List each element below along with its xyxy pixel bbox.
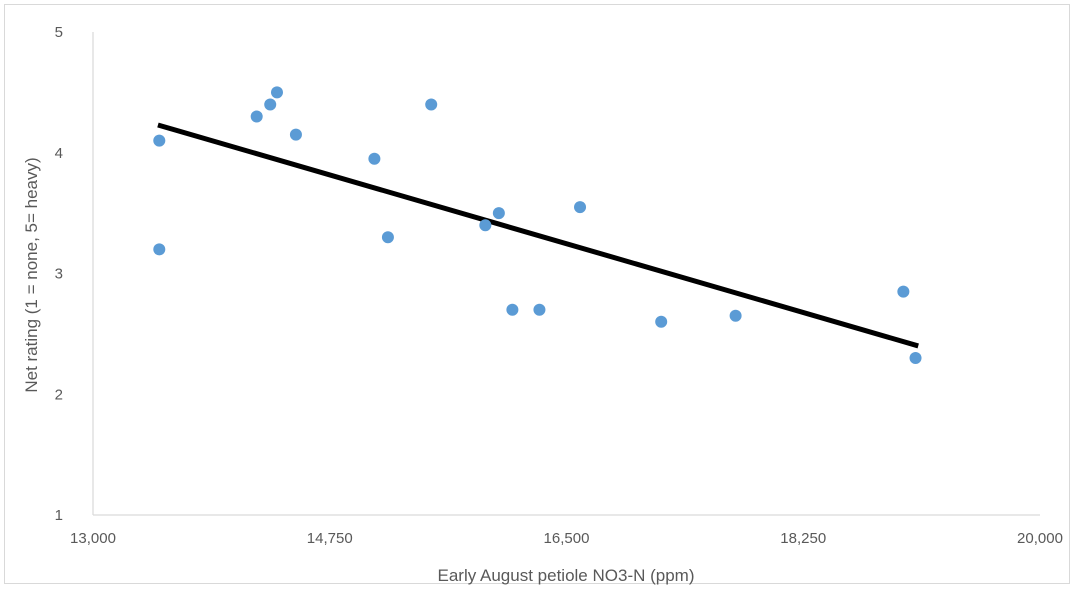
data-point xyxy=(264,98,277,111)
y-axis-title: Net rating (1 = none, 5= heavy) xyxy=(22,157,41,392)
linear-trendline xyxy=(157,122,919,349)
tick-labels-group: 13,000 14,750 16,500 18,250 20,000 1 2 3 4 5 xyxy=(55,24,1063,547)
chart-area xyxy=(4,4,1070,584)
trendline-group xyxy=(157,122,919,349)
data-point xyxy=(655,315,668,328)
data-point xyxy=(250,110,263,123)
data-point xyxy=(574,201,587,214)
data-point xyxy=(897,285,910,298)
data-point xyxy=(153,134,166,147)
x-tick-label: 13,000 xyxy=(70,530,116,547)
y-tick-label: 5 xyxy=(55,24,63,41)
data-point xyxy=(381,231,394,244)
data-point xyxy=(492,207,505,220)
x-tick-label: 16,500 xyxy=(544,530,590,547)
data-point xyxy=(533,303,546,316)
x-axis-title: Early August petiole NO3-N (ppm) xyxy=(438,566,695,585)
data-point xyxy=(368,152,381,165)
data-point xyxy=(479,219,492,232)
x-tick-label: 18,250 xyxy=(780,530,826,547)
x-tick-label: 14,750 xyxy=(307,530,353,547)
data-point xyxy=(425,98,438,111)
y-tick-label: 1 xyxy=(55,507,63,524)
data-point xyxy=(153,243,166,256)
y-tick-label: 3 xyxy=(55,266,63,283)
x-tick-label: 20,000 xyxy=(1017,530,1063,547)
data-point xyxy=(729,309,742,322)
data-point xyxy=(909,352,922,365)
y-tick-label: 2 xyxy=(55,386,63,403)
data-point xyxy=(270,86,283,99)
y-tick-label: 4 xyxy=(55,145,63,162)
points-group xyxy=(153,86,922,365)
data-point xyxy=(506,303,519,316)
axes-group xyxy=(92,32,1040,516)
data-point xyxy=(289,128,302,141)
